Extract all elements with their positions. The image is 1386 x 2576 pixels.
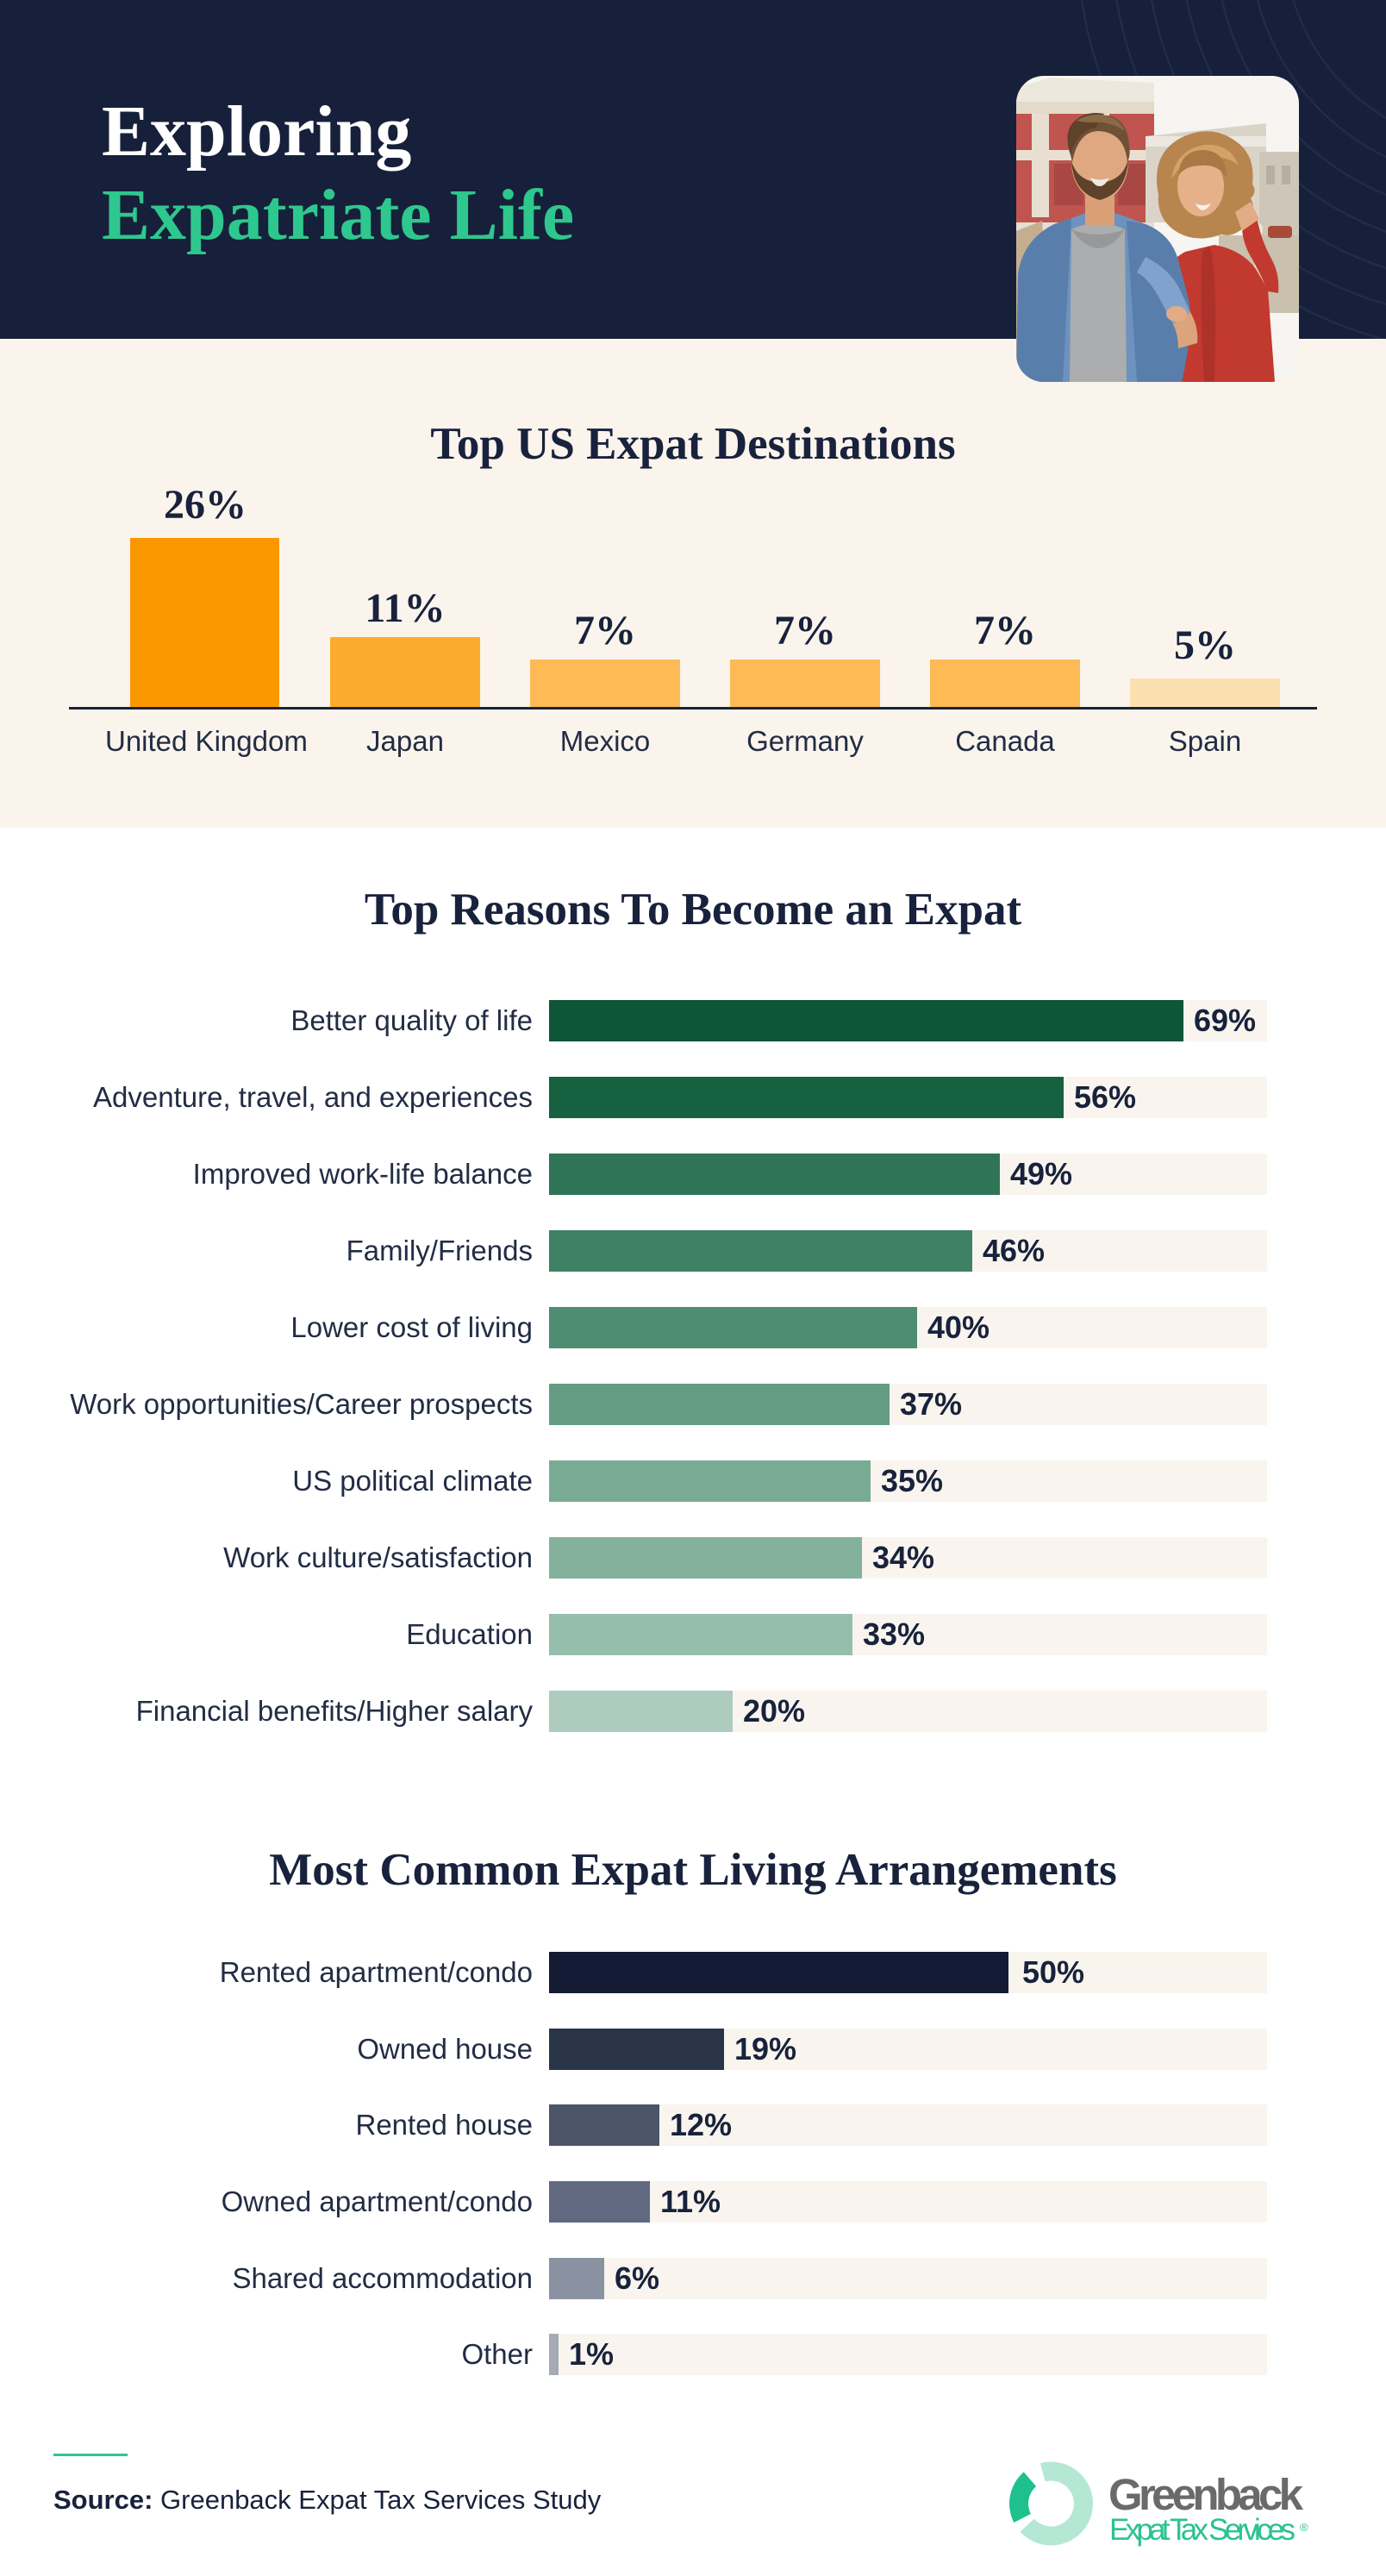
svg-text:®: ®: [1300, 2521, 1308, 2534]
svg-text:Expat Tax Services: Expat Tax Services: [1109, 2513, 1295, 2547]
svg-text:Greenback: Greenback: [1108, 2470, 1304, 2519]
